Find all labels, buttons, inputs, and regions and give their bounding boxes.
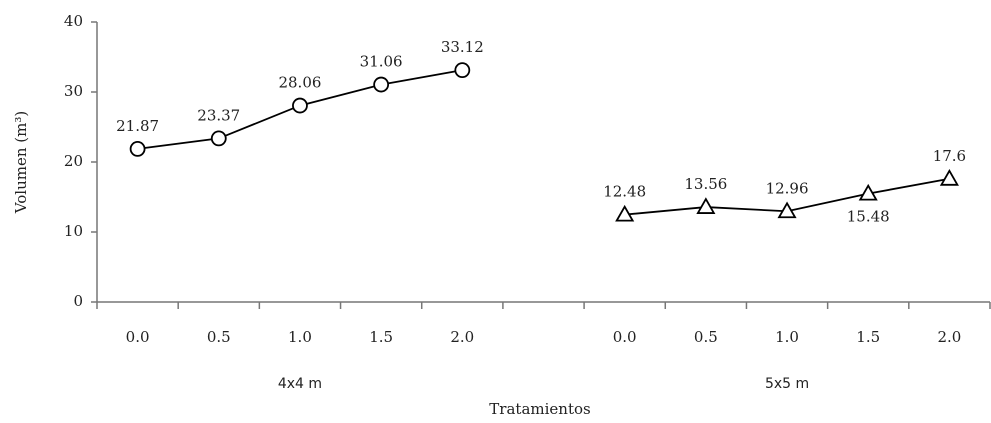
marker: [696, 197, 716, 214]
x-tick-label: 0.0: [613, 328, 637, 346]
y-tick-label: 20: [64, 152, 83, 170]
y-axis-label: Volumen (m³): [12, 111, 30, 214]
x-tick-label: 0.5: [207, 328, 231, 346]
marker: [210, 130, 227, 147]
x-tick-label: 1.0: [288, 328, 312, 346]
data-label: 17.6: [933, 147, 966, 165]
y-tick-label: 10: [64, 222, 83, 240]
x-tick-label: 0.5: [694, 328, 718, 346]
marker: [373, 76, 390, 93]
marker: [292, 97, 308, 114]
data-label: 13.56: [684, 175, 727, 193]
marker: [777, 201, 797, 219]
group-label: 5x5 m: [765, 376, 809, 392]
x-tick-label: 2.0: [937, 328, 961, 346]
marker: [454, 62, 471, 79]
y-tick-label: 0: [73, 292, 83, 310]
x-tick-label: 1.5: [369, 328, 393, 346]
data-label: 23.37: [197, 106, 240, 124]
data-label: 15.48: [847, 208, 890, 226]
data-label: 28.06: [278, 74, 321, 92]
marker: [129, 141, 146, 157]
x-axis-label: Tratamientos: [489, 400, 590, 418]
data-label: 31.06: [360, 53, 403, 71]
data-label: 33.12: [441, 38, 484, 56]
x-tick-label: 0.0: [126, 328, 150, 346]
x-tick-label: 1.5: [856, 328, 880, 346]
marker: [939, 168, 959, 186]
marker: [615, 204, 635, 222]
data-label: 21.87: [116, 117, 159, 135]
data-label: 12.48: [603, 183, 646, 201]
y-tick-label: 30: [64, 82, 83, 100]
data-label: 12.96: [766, 179, 809, 197]
x-tick-label: 1.0: [775, 328, 799, 346]
group-label: 4x4 m: [278, 376, 322, 392]
x-tick-label: 2.0: [450, 328, 474, 346]
y-tick-label: 40: [64, 12, 83, 30]
marker: [858, 183, 878, 201]
